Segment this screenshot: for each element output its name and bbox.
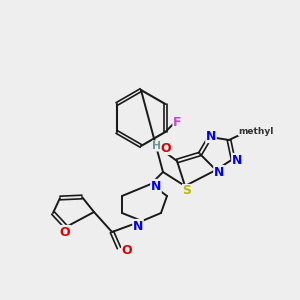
Text: N: N bbox=[232, 154, 242, 166]
Text: F: F bbox=[173, 116, 182, 128]
Text: N: N bbox=[151, 179, 161, 193]
Text: O: O bbox=[122, 244, 132, 257]
Text: O: O bbox=[161, 142, 171, 154]
Text: N: N bbox=[214, 166, 224, 178]
Text: H: H bbox=[152, 141, 162, 151]
Text: N: N bbox=[133, 220, 143, 232]
Text: S: S bbox=[182, 184, 191, 197]
Text: N: N bbox=[206, 130, 216, 142]
Text: methyl: methyl bbox=[238, 127, 274, 136]
Text: O: O bbox=[60, 226, 70, 238]
